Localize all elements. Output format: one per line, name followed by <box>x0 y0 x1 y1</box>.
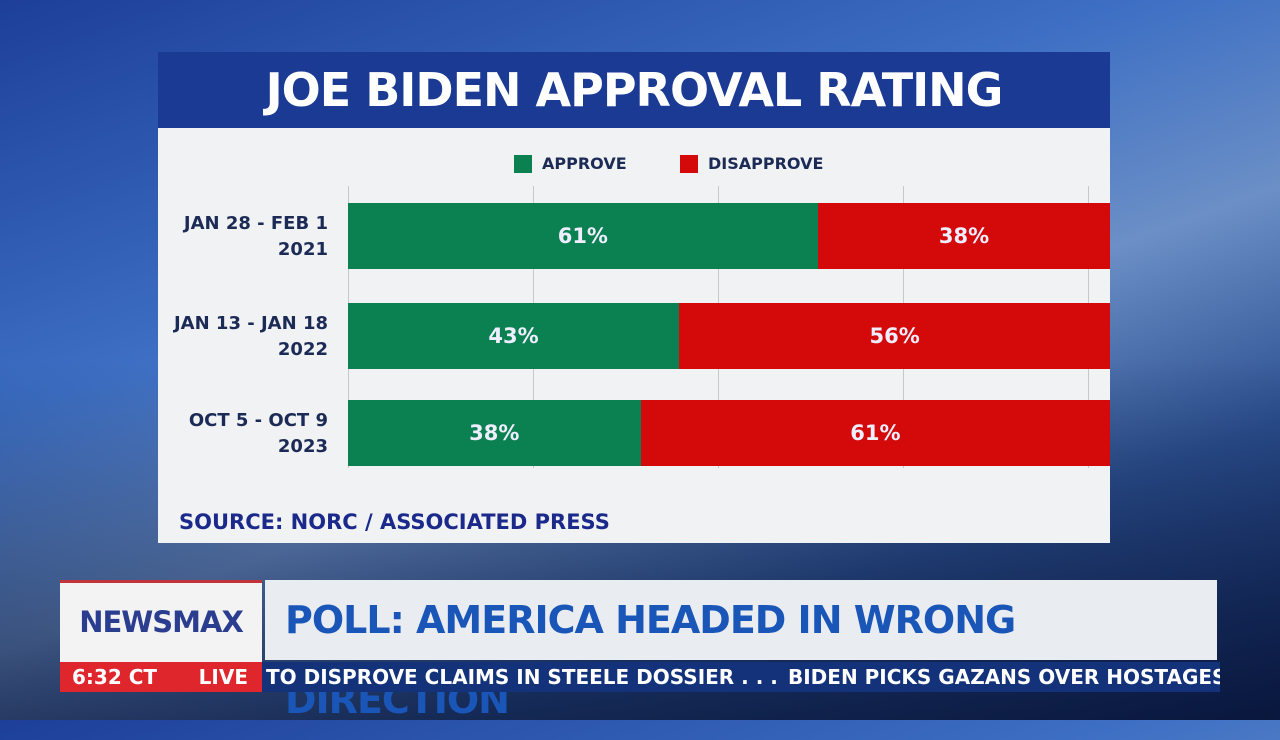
bar-approve: 38% <box>348 400 641 466</box>
legend-label: APPROVE <box>542 154 627 173</box>
data-label: 61% <box>850 421 901 445</box>
time: 6:32 CT <box>72 665 158 689</box>
bar-disapprove: 56% <box>679 303 1111 369</box>
category-label: OCT 5 - OCT 9 2023 <box>168 408 328 460</box>
bar-approve: 43% <box>348 303 680 369</box>
legend-swatch-approve <box>514 154 532 173</box>
data-label: 38% <box>938 224 990 248</box>
ticker-item: TO DISPROVE CLAIMS IN STEELE DOSSIER . .… <box>266 665 778 689</box>
legend-disapprove: DISAPPROVE <box>680 154 823 173</box>
legend-approve: APPROVE <box>514 154 627 173</box>
ticker-item: BIDEN PICKS GAZANS OVER HOSTAGES <box>788 665 1220 689</box>
category-label: JAN 28 - FEB 1 2021 <box>168 211 328 263</box>
category-label-line: JAN 13 - JAN 18 <box>173 313 328 334</box>
data-label: 43% <box>488 324 539 348</box>
category-label-line: JAN 28 - FEB 1 <box>183 213 328 234</box>
category-label-line: 2021 <box>277 239 328 260</box>
data-label: 61% <box>557 224 608 248</box>
clock-bar: 6:32 CT LIVE <box>60 662 262 692</box>
newsmax-logo: NEWSMAX <box>60 580 262 662</box>
live-badge: LIVE <box>198 665 248 689</box>
legend-swatch-disapprove <box>680 154 698 173</box>
category-label-line: OCT 5 - OCT 9 <box>188 410 328 431</box>
data-label: 38% <box>469 421 520 445</box>
chart-panel: JOE BIDEN APPROVAL RATING APPROVE DISAPP… <box>158 52 1111 543</box>
category-label-line: 2023 <box>277 436 328 457</box>
headline: POLL: AMERICA HEADED IN WRONG DIRECTION <box>265 580 1217 722</box>
news-ticker: TO DISPROVE CLAIMS IN STEELE DOSSIER . .… <box>262 662 1220 692</box>
category-label: JAN 13 - JAN 18 2022 <box>168 311 328 363</box>
bar-disapprove: 38% <box>817 203 1111 269</box>
bar-disapprove: 61% <box>640 400 1111 466</box>
data-label: 56% <box>869 324 920 348</box>
source-note: SOURCE: NORC / ASSOCIATED PRESS <box>179 510 610 534</box>
bar-approve: 61% <box>348 203 818 269</box>
legend-label: DISAPPROVE <box>708 154 824 173</box>
category-label-line: 2022 <box>277 339 328 360</box>
chart-title: JOE BIDEN APPROVAL RATING <box>158 52 1110 128</box>
